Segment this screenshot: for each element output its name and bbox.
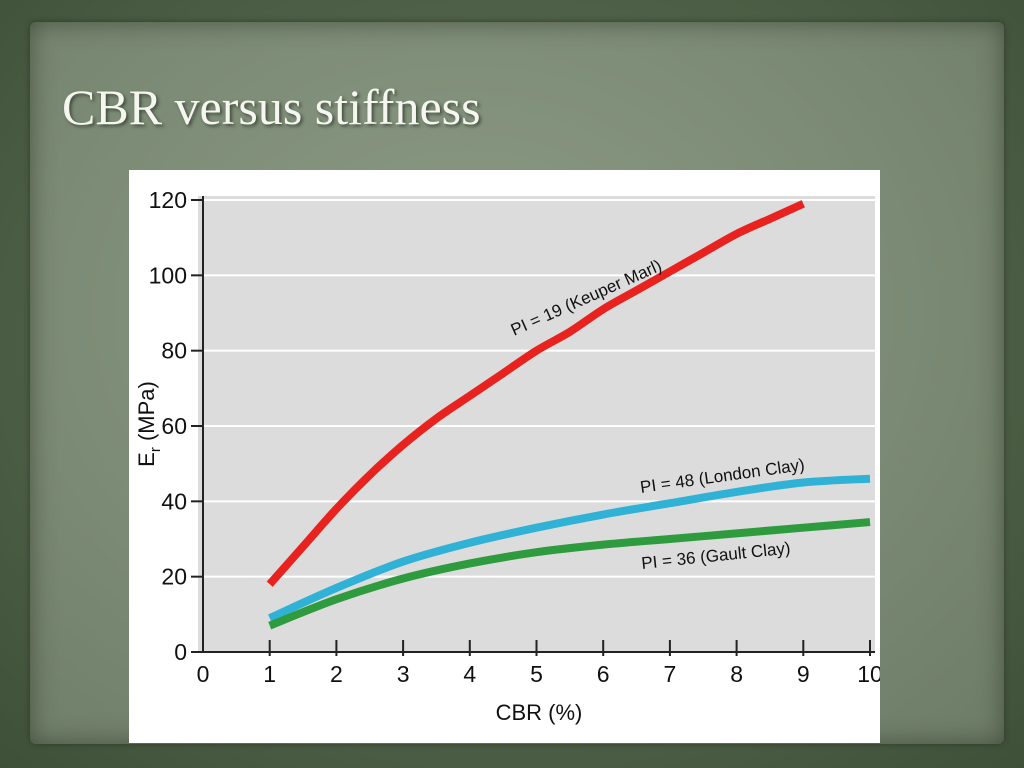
x-tick-label-1: 1 xyxy=(263,661,276,687)
x-tick-label-2: 2 xyxy=(330,661,343,687)
y-axis-title: Er (MPa) xyxy=(134,381,164,467)
series-lines xyxy=(266,200,871,630)
x-tick-label-4: 4 xyxy=(463,661,476,687)
x-tick-label-7: 7 xyxy=(664,661,677,687)
y-tick-label-0: 0 xyxy=(174,639,187,665)
x-tick-label-6: 6 xyxy=(597,661,610,687)
axes xyxy=(191,196,875,656)
plot-area xyxy=(198,196,875,652)
y-tick-label-20: 20 xyxy=(161,564,187,590)
grid-lines xyxy=(198,199,875,578)
x-tick-label-10: 10 xyxy=(857,661,880,687)
y-tick-labels: 0 20 40 60 80 100 120 xyxy=(149,187,187,665)
x-tick-label-9: 9 xyxy=(797,661,810,687)
y-tick-label-40: 40 xyxy=(161,488,187,514)
series-line-pi-48-london-clay xyxy=(268,474,871,622)
x-axis-title: CBR (%) xyxy=(496,700,583,725)
series-line-pi-19-keuper-marl xyxy=(266,200,805,587)
y-axis-title-main: E xyxy=(134,452,159,467)
x-tick-label-5: 5 xyxy=(530,661,543,687)
y-axis-title-sub: r xyxy=(147,447,164,452)
y-axis-title-unit: (MPa) xyxy=(134,381,159,447)
series-line-pi-36-gault-clay xyxy=(268,518,871,630)
x-tick-label-0: 0 xyxy=(197,661,210,687)
y-tick-label-60: 60 xyxy=(161,413,187,439)
chart-card: 0 1 2 3 4 5 6 7 8 9 10 0 20 40 60 80 100 120 CBR (%) Er … xyxy=(129,170,880,743)
y-tick-label-100: 100 xyxy=(149,262,187,288)
y-tick-label-80: 80 xyxy=(161,338,187,364)
x-tick-labels: 0 1 2 3 4 5 6 7 8 9 10 xyxy=(197,661,880,687)
slide-title: CBR versus stiffness xyxy=(62,79,481,135)
y-tick-label-120: 120 xyxy=(149,187,187,213)
x-tick-label-8: 8 xyxy=(730,661,743,687)
chart-svg: 0 1 2 3 4 5 6 7 8 9 10 0 20 40 60 80 100 120 CBR (%) Er … xyxy=(134,187,880,725)
x-tick-label-3: 3 xyxy=(397,661,410,687)
